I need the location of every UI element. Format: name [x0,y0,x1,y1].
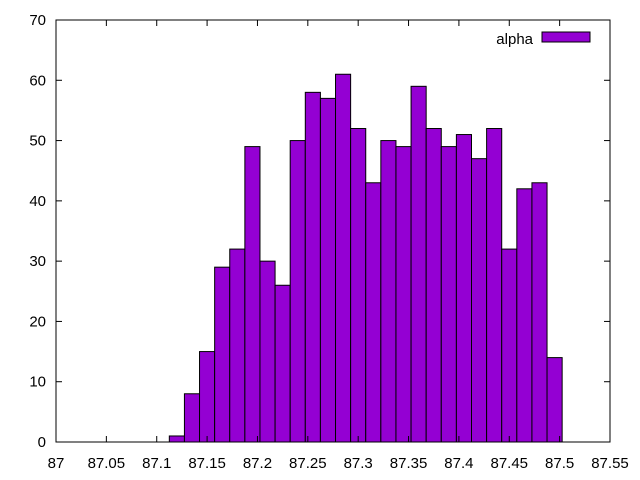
histogram-bar [214,266,231,443]
histogram-bar [425,128,442,443]
histogram-bar [183,393,201,443]
y-tick-label: 40 [29,193,46,210]
y-tick-label: 20 [29,313,46,330]
plot-frame [55,19,611,443]
histogram-bar [395,146,412,443]
histogram-bar [289,140,306,443]
x-tick-label: 87.15 [188,455,226,472]
histogram-bar [410,85,427,443]
legend-label: alpha [496,31,533,48]
x-tick-label: 87.55 [591,455,629,472]
bars [168,73,563,443]
y-tick-label: 30 [29,253,46,270]
x-tick-label: 87.35 [390,455,428,472]
y-tick-label: 60 [29,72,46,89]
legend-swatch [541,31,591,43]
histogram-bar [440,146,457,443]
histogram-bar [259,260,276,443]
histogram-bar [319,97,337,443]
x-tick-label: 87.1 [142,455,171,472]
histogram-bar [486,128,503,443]
histogram-bar [244,146,261,443]
legend: alpha [496,31,591,48]
histogram-bar [335,73,352,443]
histogram-bar [531,182,548,443]
histogram-bar [274,284,291,443]
x-tick-label: 87.2 [243,455,272,472]
histogram-bar [471,158,488,443]
x-tick-label: 87.5 [545,455,574,472]
x-tick-label: 87.3 [344,455,373,472]
x-tick-label: 87.05 [88,455,126,472]
y-tick-label: 50 [29,133,46,150]
histogram-bar [501,248,518,443]
y-tick-label: 10 [29,374,46,391]
axis-ticks: 0 10 20 30 40 50 60 70 87 87.05 87.1 87.15 87.2 87.25… [29,12,628,472]
x-tick-label: 87 [48,455,65,472]
histogram-bar [455,134,472,443]
histogram-bar [516,188,533,443]
histogram-bar [546,357,563,443]
histogram-bar [168,435,185,443]
y-tick-label: 0 [38,434,46,451]
histogram-bar [229,248,246,443]
x-tick-label: 87.45 [490,455,528,472]
x-tick-label: 87.4 [444,455,473,472]
histogram-bar [380,140,397,443]
histogram-bar [199,351,216,443]
histogram-bar [304,91,321,443]
histogram-bar [365,182,382,443]
y-tick-label: 70 [29,12,46,29]
x-tick-label: 87.25 [289,455,327,472]
histogram-bar [350,128,367,443]
